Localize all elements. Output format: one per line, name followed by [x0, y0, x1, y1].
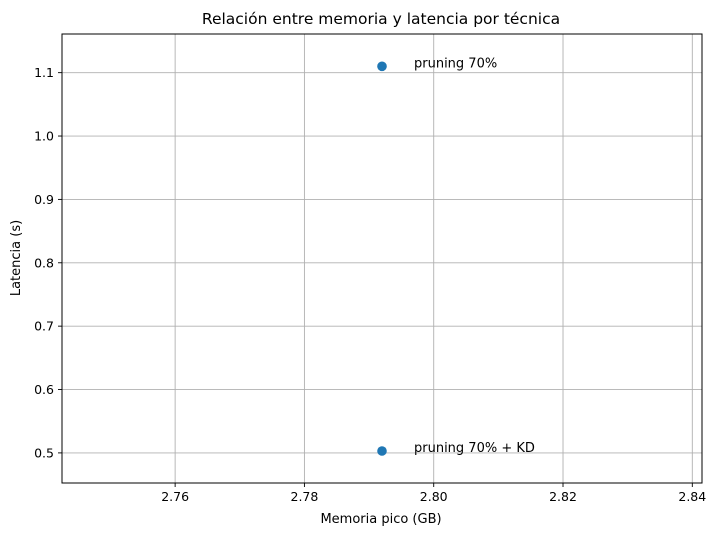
point-annotation: pruning 70% + KD	[414, 441, 535, 456]
x-tick-label: 2.84	[678, 489, 706, 504]
point-annotation: pruning 70%	[414, 56, 497, 71]
y-tick-label: 0.5	[34, 445, 54, 460]
scatter-point	[377, 61, 387, 72]
data-points	[377, 61, 387, 456]
x-axis-label: Memoria pico (GB)	[320, 512, 441, 527]
y-axis-ticks: 0.5 0.6 0.7 0.8 0.9 1.0 1.1	[34, 65, 62, 460]
x-tick-label: 2.82	[549, 489, 577, 504]
point-annotations: pruning 70% pruning 70% + KD	[414, 56, 535, 456]
x-axis-ticks: 2.76 2.78 2.80 2.82 2.84	[161, 483, 706, 504]
y-axis-label: Latencia (s)	[9, 220, 24, 296]
scatter-point	[377, 446, 387, 456]
chart-title: Relación entre memoria y latencia por té…	[202, 10, 560, 28]
x-tick-label: 2.76	[161, 489, 189, 504]
y-tick-label: 0.6	[34, 382, 54, 397]
y-tick-label: 1.1	[34, 65, 54, 80]
grid	[62, 34, 702, 483]
x-tick-label: 2.80	[420, 489, 448, 504]
y-tick-label: 0.9	[34, 192, 54, 207]
y-tick-label: 0.7	[34, 319, 54, 334]
y-tick-label: 0.8	[34, 255, 54, 270]
y-tick-label: 1.0	[34, 129, 54, 144]
x-tick-label: 2.78	[291, 489, 319, 504]
plot-area-frame	[61, 33, 703, 484]
